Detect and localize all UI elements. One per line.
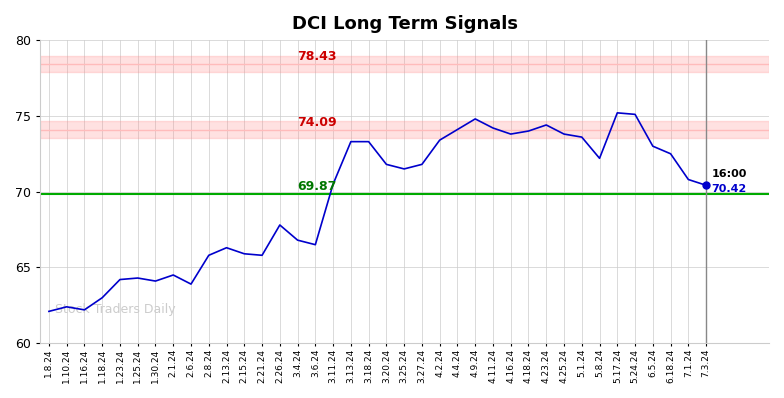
Bar <box>40 121 769 138</box>
Text: 16:00: 16:00 <box>711 169 747 179</box>
Text: 69.87: 69.87 <box>297 180 336 193</box>
Text: 70.42: 70.42 <box>711 184 746 194</box>
Text: 74.09: 74.09 <box>297 116 337 129</box>
Title: DCI Long Term Signals: DCI Long Term Signals <box>292 15 517 33</box>
Bar <box>40 56 769 72</box>
Text: Stock Traders Daily: Stock Traders Daily <box>55 303 176 316</box>
Text: 78.43: 78.43 <box>297 50 337 63</box>
